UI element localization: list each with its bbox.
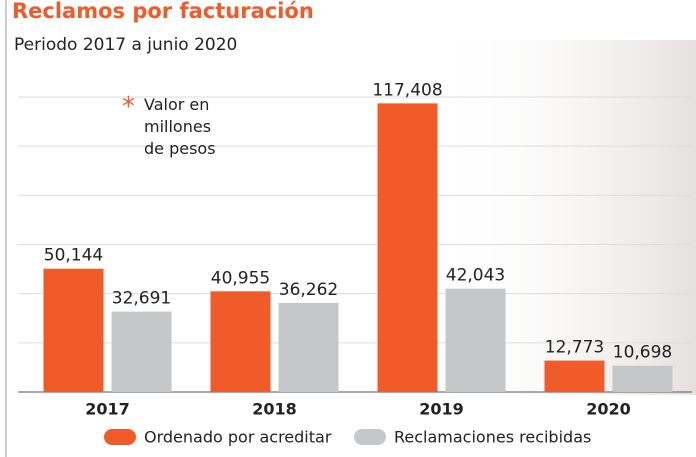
value-label: 117,408 [372,80,442,100]
bars: 2017 50,144 32,691 2018 40,955 36,262 2019 117,… [43,80,673,419]
value-label: 10,698 [613,343,672,363]
legend-swatch [104,429,136,445]
value-label: 50,144 [44,246,103,266]
chart-subtitle: Periodo 2017 a junio 2020 [14,35,237,55]
bar [544,360,605,392]
x-tick-label: 2019 [419,400,464,419]
value-label: 40,955 [211,268,270,288]
bar [377,103,438,392]
bar [612,365,673,392]
value-label: 12,773 [545,338,604,358]
bar [278,302,339,392]
x-tick-label: 2018 [252,400,297,419]
x-tick-label: 2017 [85,400,130,419]
value-label: 36,262 [279,280,338,300]
legend: Ordenado por acreditar Reclamaciones reci… [104,428,591,447]
annotation-marker: * [122,92,135,122]
bar [445,288,506,392]
bar [210,291,271,392]
value-label: 42,043 [446,266,505,286]
annotation: * Valor en millones de pesos [122,94,232,160]
value-label: 32,691 [112,289,171,309]
bar [111,311,172,392]
legend-label: Ordenado por acreditar [144,428,332,447]
x-tick-label: 2020 [586,400,631,419]
legend-swatch [354,429,386,445]
chart-title: Reclamos por facturación [12,0,314,23]
legend-label: Reclamaciones recibidas [394,428,591,447]
annotation-text: Valor en millones de pesos [144,95,216,158]
bar [43,268,104,392]
